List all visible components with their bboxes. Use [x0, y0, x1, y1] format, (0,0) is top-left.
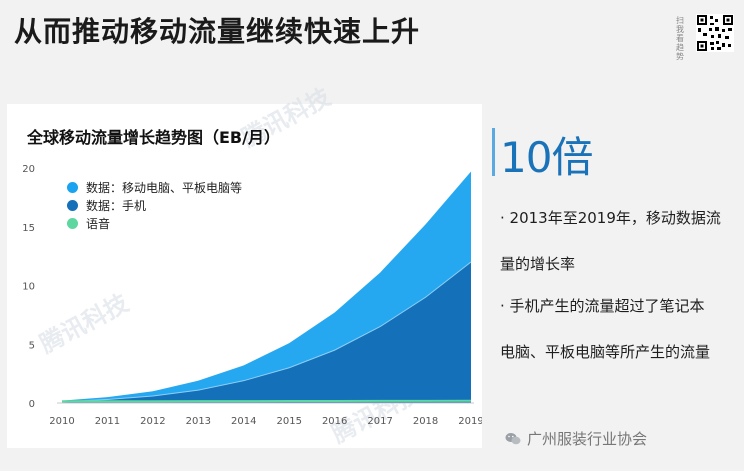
legend-item: 语音: [67, 214, 242, 232]
y-tick-label: 15: [22, 223, 35, 234]
area-chart: 0 5 10 15 20 2010 2011 2012 2013 2014 2015 2016 2017…: [22, 164, 482, 427]
bullet-text: 量的增长率: [500, 255, 576, 273]
qr-code-icon[interactable]: [696, 14, 734, 52]
wechat-icon: [505, 432, 521, 444]
accent-bar: [492, 128, 495, 176]
legend-label: 数据：手机: [86, 198, 147, 213]
legend-item: 数据：移动电脑、平板电脑等: [67, 178, 242, 196]
footer-source: 广州服装行业协会: [505, 428, 647, 449]
legend-swatch-voice: [67, 217, 78, 229]
y-tick-label: 10: [22, 282, 35, 293]
chart-panel: 腾讯科技 腾讯科技 腾讯科技 全球移动流量增长趋势图（EB/月） 0 5 10 15 2…: [7, 83, 482, 449]
footer-text: 广州服装行业协会: [527, 430, 648, 448]
x-tick-label: 2018: [413, 416, 438, 427]
highlight-panel: 10倍 · 2013年至2019年，移动数据流 量的增长率 · 手机产生的流量超…: [492, 104, 744, 448]
legend-item: 数据：手机: [67, 196, 242, 214]
series-boundary-line: [61, 261, 472, 403]
x-tick-label: 2011: [95, 416, 120, 427]
y-tick-label: 5: [29, 340, 35, 351]
legend-swatch-phone: [67, 199, 78, 211]
qr-label: 扫我看趋势: [676, 16, 684, 61]
chart-legend: 数据：移动电脑、平板电脑等 数据：手机 语音: [67, 178, 242, 232]
y-tick-label: 20: [22, 164, 35, 175]
bullet-text: · 手机产生的流量超过了笔记本: [500, 297, 705, 315]
x-tick-label: 2017: [367, 416, 392, 427]
x-tick-label: 2015: [276, 416, 301, 427]
chart-title: 全球移动流量增长趋势图（EB/月）: [27, 128, 280, 147]
x-tick-label: 2010: [49, 416, 74, 427]
series-area-phone: [62, 262, 471, 403]
x-tick-label: 2019: [458, 416, 482, 427]
x-tick-label: 2014: [231, 416, 256, 427]
x-tick-label: 2016: [322, 416, 347, 427]
growth-multiple: 10倍: [500, 133, 593, 182]
legend-swatch-tablet: [67, 181, 78, 193]
legend-label: 语音: [86, 216, 111, 231]
y-tick-label: 0: [29, 399, 35, 410]
legend-label: 数据：移动电脑、平板电脑等: [86, 180, 243, 195]
x-tick-label: 2012: [140, 416, 165, 427]
bullet-text: 电脑、平板电脑等所产生的流量: [500, 343, 711, 361]
x-tick-label: 2013: [186, 416, 211, 427]
qr-block: 扫我看趋势: [676, 14, 734, 61]
page-title: 从而推动移动流量继续快速上升: [14, 15, 421, 48]
bullet-text: · 2013年至2019年，移动数据流: [500, 209, 721, 227]
series-area-tablet: [62, 171, 471, 402]
